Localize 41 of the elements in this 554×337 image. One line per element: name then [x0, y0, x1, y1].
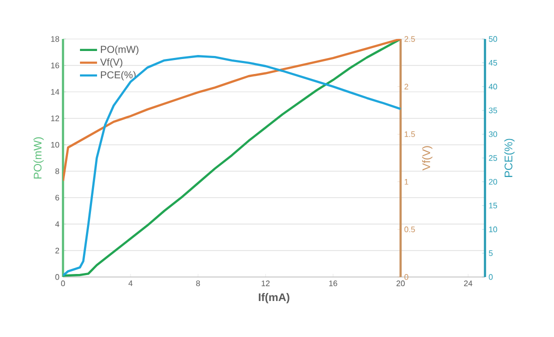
legend-label: PCE(%): [100, 71, 136, 80]
y2-tick-label: 0.5: [404, 226, 415, 232]
x-tick-label: 0: [61, 280, 65, 286]
y3-tick-label: 10: [489, 226, 498, 232]
y3-axis-title: PCE(%): [504, 138, 515, 177]
y-tick-label: 14: [51, 89, 60, 95]
y-tick-label: 8: [55, 168, 60, 174]
y3-tick-label: 5: [488, 250, 493, 256]
y3-tick-label: 35: [488, 108, 498, 114]
y2-tick-label: 2.5: [404, 36, 415, 42]
y-tick-label: 6: [55, 194, 60, 200]
legend-label: Vf(V): [100, 58, 122, 68]
x-tick-label: 8: [196, 280, 200, 286]
y3-tick-label: 40: [488, 84, 498, 90]
y2-tick-label: 0: [404, 274, 408, 280]
x-tick-label: 16: [329, 280, 338, 286]
y3-tick-label: 20: [488, 178, 498, 185]
y2-axis-title: Vf(V): [422, 146, 432, 170]
x-tick-label: 12: [262, 280, 270, 286]
y-tick-label: 10: [51, 142, 60, 148]
y-axis-title: PO(mW): [33, 137, 44, 178]
y-tick-label: 0: [55, 274, 60, 280]
y-tick-label: 2: [55, 248, 60, 254]
y3-tick-label: 45: [488, 60, 498, 66]
y3-tick-label: 15: [489, 202, 498, 208]
y2-tick-label: 1.5: [404, 131, 415, 137]
x-tick-label: 20: [396, 280, 405, 286]
y3-tick-label: 0: [488, 274, 493, 280]
y-tick-label: 4: [55, 221, 60, 227]
y2-tick-label: 1: [404, 179, 408, 185]
y-tick-label: 12: [51, 116, 60, 122]
legend-label: PO(mW): [100, 46, 138, 55]
y3-tick-label: 50: [488, 36, 498, 42]
y-tick-label: 16: [51, 62, 60, 68]
x-tick-label: 24: [464, 280, 472, 286]
y3-tick-label: 30: [488, 131, 498, 138]
y-tick-label: 18: [51, 36, 60, 42]
y3-tick-label: 25: [488, 155, 498, 161]
x-axis-title: If(mA): [258, 293, 290, 304]
x-tick-label: 4: [128, 280, 133, 286]
y2-tick-label: 2: [404, 84, 408, 90]
